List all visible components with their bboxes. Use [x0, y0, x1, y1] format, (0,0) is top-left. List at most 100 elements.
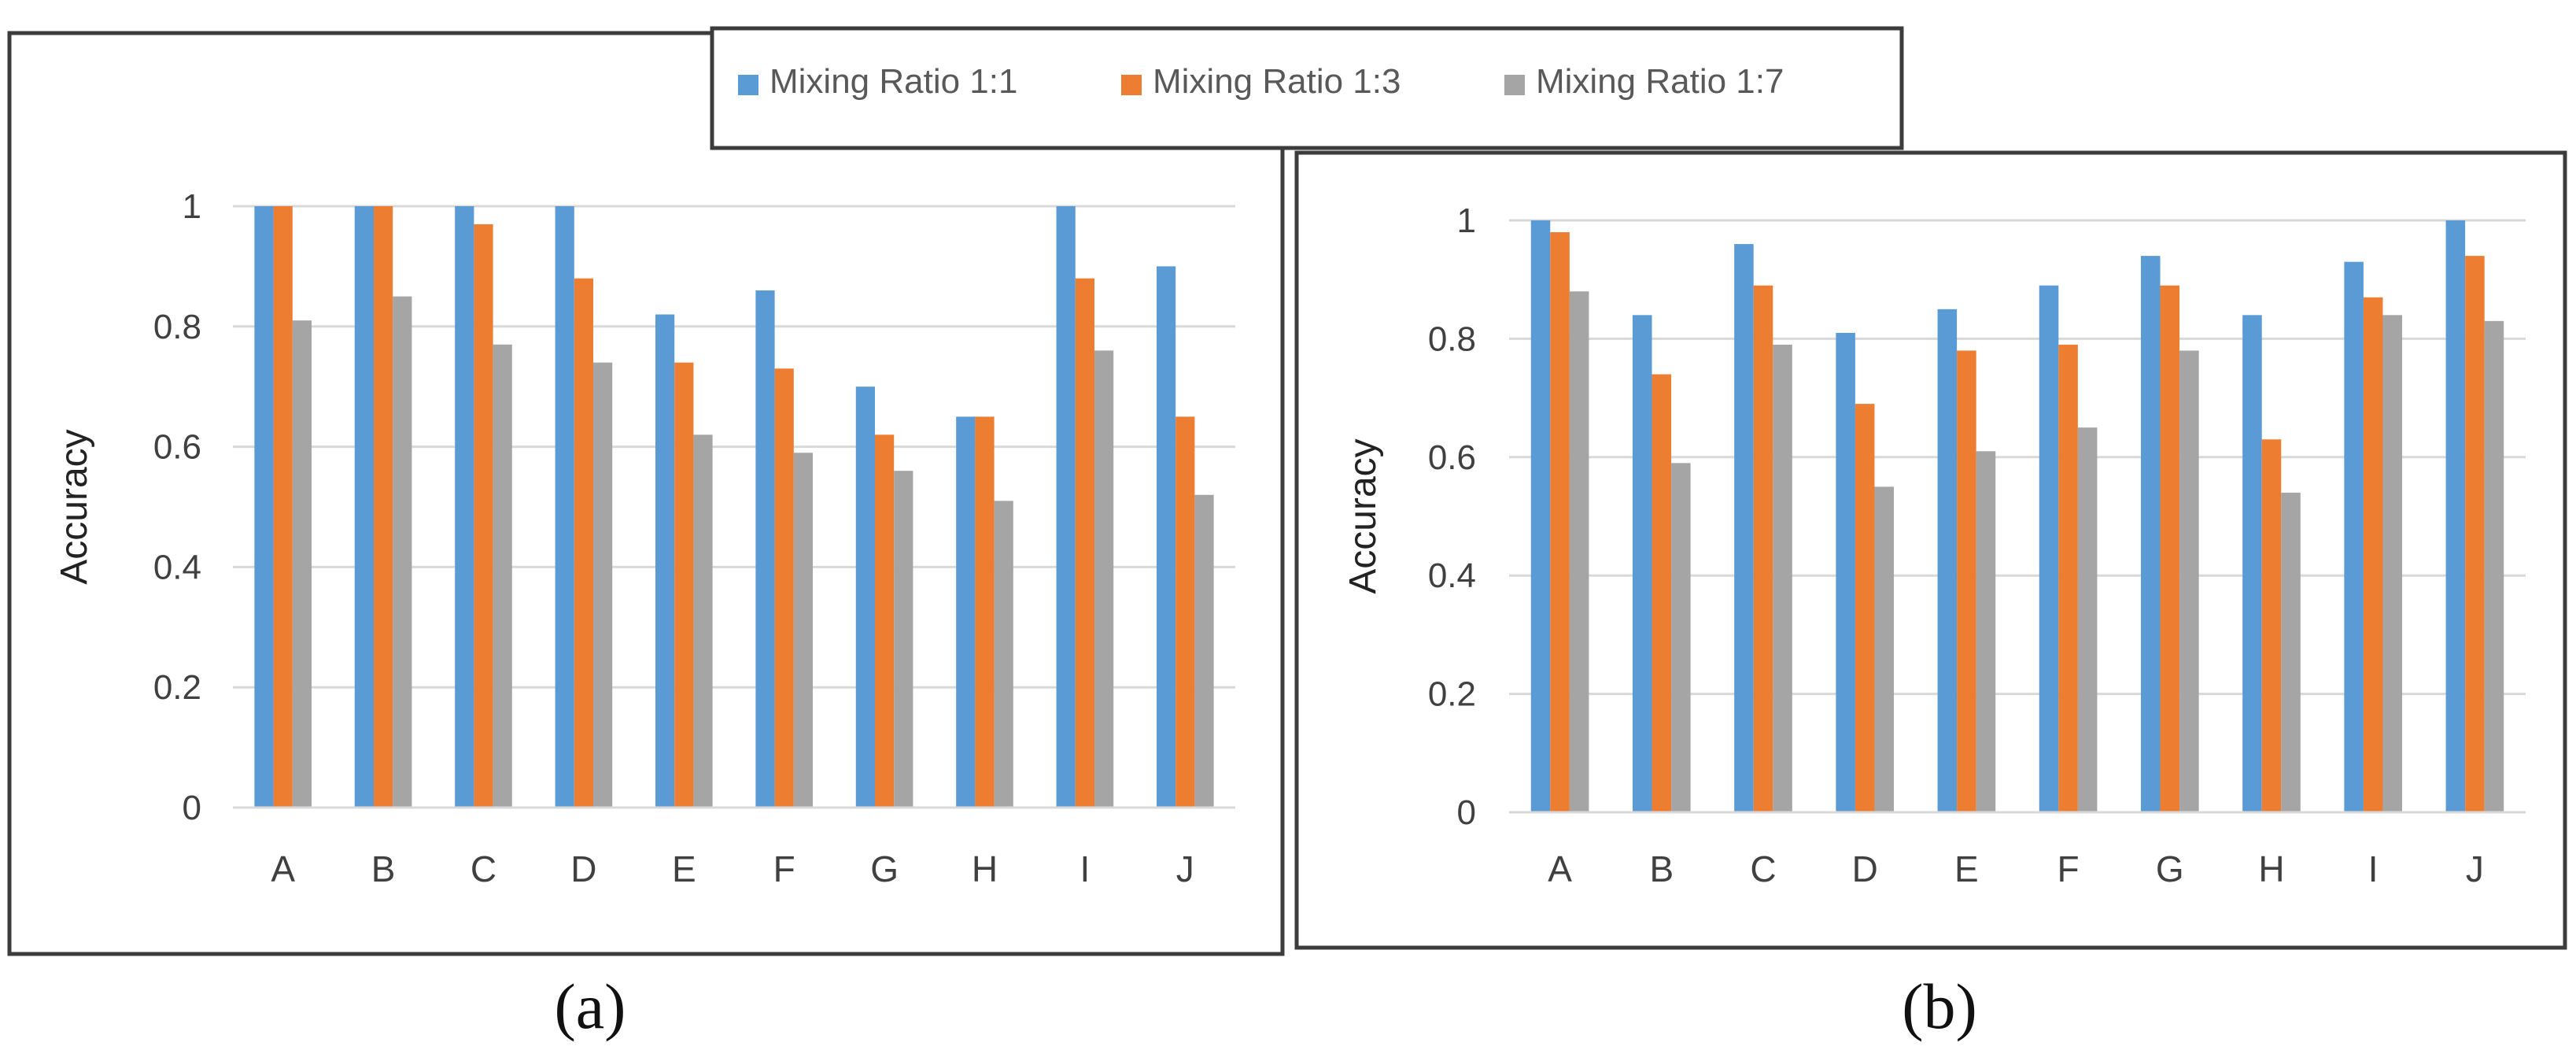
x-tick-label-b: A	[1548, 848, 1572, 889]
y-axis-title-a: Accuracy	[54, 429, 95, 584]
bar-b-G-1-7	[2179, 350, 2199, 812]
y-tick-label-b: 0.4	[1428, 556, 1476, 595]
bar-b-E-1-3	[1957, 350, 1976, 812]
x-tick-label-a: D	[570, 848, 596, 889]
bar-b-J-1-1	[2445, 220, 2466, 812]
x-tick-label-b: C	[1750, 848, 1776, 889]
bar-a-E-1-7	[693, 434, 713, 808]
chart-b: 0 0.2 0.4 0.6 0.8 1 A B C D E F G H I J Accuracy	[1342, 201, 2526, 889]
bar-a-A-1-1	[254, 206, 274, 808]
bar-b-C-1-7	[1773, 344, 1792, 812]
bar-a-H-1-7	[994, 501, 1013, 808]
bar-b-I-1-1	[2344, 261, 2364, 812]
bar-a-H-1-3	[975, 416, 995, 808]
bar-b-G-1-1	[2140, 256, 2161, 812]
legend-box	[710, 26, 1904, 150]
bar-a-G-1-1	[855, 386, 875, 808]
caption-b: (b)	[1902, 970, 1977, 1042]
bar-a-C-1-7	[493, 344, 512, 808]
y-tick-label-a: 0.4	[153, 548, 201, 586]
bar-a-D-1-3	[574, 278, 594, 808]
y-tick-label-a: 0.2	[153, 668, 201, 707]
y-tick-label-b: 0.8	[1428, 320, 1476, 358]
y-tick-label-a: 0.6	[153, 428, 201, 467]
x-tick-label-b: E	[1954, 848, 1979, 889]
bar-b-A-1-1	[1530, 220, 1551, 812]
x-tick-label-a: F	[773, 848, 795, 889]
bar-b-C-1-1	[1734, 244, 1754, 813]
x-tick-label-b: H	[2258, 848, 2284, 889]
caption-a: (a)	[554, 970, 626, 1042]
bar-a-D-1-1	[555, 206, 574, 808]
y-tick-label-a: 0.8	[153, 308, 201, 346]
legend-swatch-1-7	[1504, 75, 1525, 95]
bar-a-J-1-7	[1194, 494, 1214, 808]
bar-a-B-1-7	[393, 296, 412, 808]
y-tick-label-b: 0.6	[1428, 438, 1476, 477]
y-tick-label-b: 1	[1457, 201, 1476, 240]
bar-b-D-1-7	[1874, 486, 1895, 812]
x-tick-label-b: I	[2368, 848, 2379, 889]
bar-a-C-1-1	[455, 206, 474, 808]
x-tick-label-b: G	[2156, 848, 2184, 889]
bar-b-B-1-7	[1671, 463, 1691, 812]
bar-b-G-1-3	[2160, 285, 2180, 813]
bar-b-C-1-3	[1753, 285, 1773, 813]
y-tick-label-b: 0	[1457, 793, 1476, 832]
x-tick-label-a: B	[371, 848, 396, 889]
bar-b-A-1-7	[1569, 291, 1589, 812]
bar-a-F-1-3	[774, 368, 794, 808]
x-tick-label-a: I	[1080, 848, 1091, 889]
bar-a-G-1-3	[874, 434, 895, 808]
bar-a-I-1-7	[1094, 350, 1114, 808]
bar-b-F-1-3	[2058, 344, 2078, 812]
bar-a-J-1-3	[1175, 416, 1195, 808]
bar-b-H-1-3	[2261, 439, 2282, 812]
bar-a-B-1-3	[373, 206, 393, 808]
bar-a-F-1-7	[793, 453, 814, 808]
legend-label-1-7: Mixing Ratio 1:7	[1536, 62, 1784, 101]
bar-b-H-1-1	[2242, 315, 2262, 812]
x-tick-label-b: J	[2466, 848, 2484, 889]
x-tick-label-a: G	[870, 848, 899, 889]
y-tick-label-b: 0.2	[1428, 675, 1476, 714]
x-tick-label-b: D	[1852, 848, 1878, 889]
bar-b-I-1-3	[2363, 297, 2383, 812]
legend-swatch-1-1	[738, 75, 758, 95]
x-tick-label-a: J	[1176, 848, 1194, 889]
x-tick-label-a: A	[271, 848, 295, 889]
x-tick-label-a: H	[972, 848, 998, 889]
bar-b-H-1-7	[2281, 492, 2301, 812]
bar-a-H-1-1	[956, 416, 976, 808]
bar-b-J-1-3	[2465, 256, 2485, 812]
bar-b-E-1-7	[1976, 451, 1996, 812]
legend-label-1-1: Mixing Ratio 1:1	[769, 62, 1017, 101]
bar-b-D-1-3	[1854, 404, 1875, 812]
panel-a-frame	[7, 31, 1285, 956]
bar-b-J-1-7	[2484, 320, 2504, 813]
bar-a-I-1-3	[1075, 278, 1095, 808]
bar-a-E-1-3	[674, 362, 694, 808]
chart-a: 0 0.2 0.4 0.6 0.8 1 A B C D E F G H I J Accuracy	[54, 187, 1235, 889]
bar-a-B-1-1	[354, 206, 374, 808]
legend: Mixing Ratio 1:1 Mixing Ratio 1:3 Mixing…	[710, 26, 1904, 150]
bar-b-E-1-1	[1937, 309, 1958, 812]
y-axis-title-b: Accuracy	[1342, 438, 1384, 593]
bar-a-G-1-7	[894, 471, 913, 808]
x-tick-label-a: C	[471, 848, 496, 889]
legend-label-1-3: Mixing Ratio 1:3	[1153, 62, 1401, 101]
bar-b-F-1-1	[2039, 285, 2059, 813]
bar-a-F-1-1	[755, 290, 775, 808]
bar-a-J-1-1	[1156, 266, 1176, 808]
bar-a-A-1-3	[273, 206, 293, 808]
bar-a-I-1-1	[1056, 206, 1076, 808]
bar-a-D-1-7	[593, 362, 613, 808]
x-tick-label-a: E	[672, 848, 696, 889]
bar-a-C-1-3	[474, 224, 493, 808]
panel-b-frame	[1294, 150, 2567, 950]
bar-b-A-1-3	[1550, 232, 1570, 812]
legend-swatch-1-3	[1121, 75, 1142, 95]
y-tick-label-a: 1	[183, 187, 201, 226]
y-tick-label-a: 0	[183, 789, 201, 827]
bar-b-B-1-1	[1632, 315, 1652, 812]
